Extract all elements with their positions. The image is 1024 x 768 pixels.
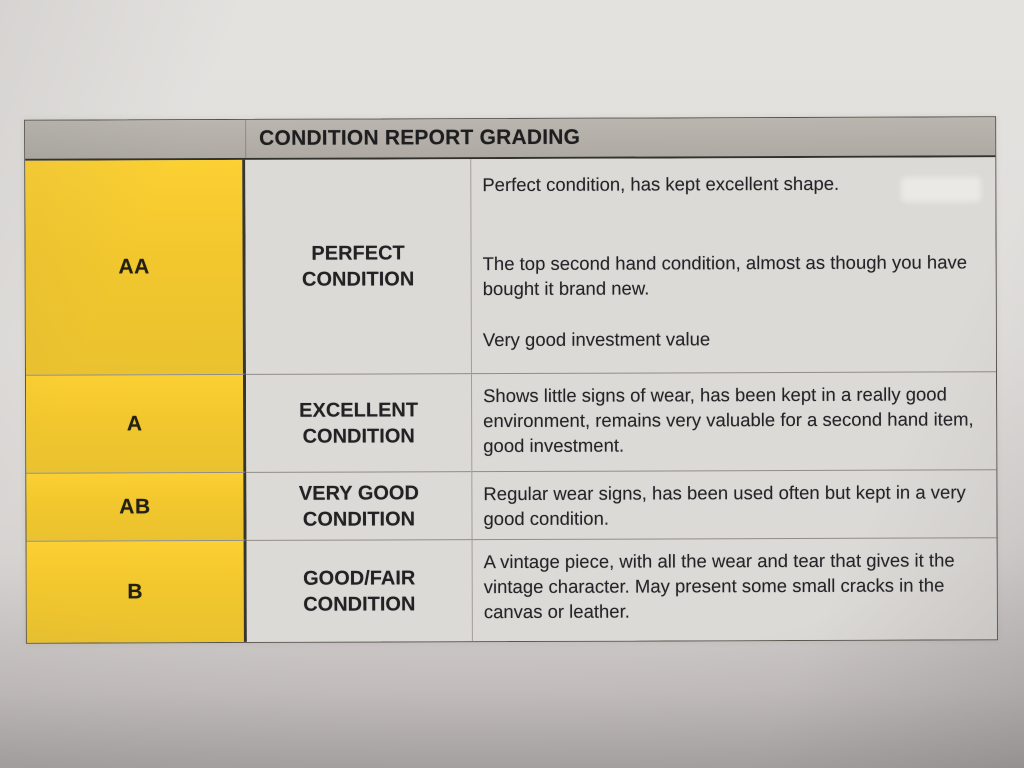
condition-report-table: CONDITION REPORT GRADING AA PERFECT COND… <box>24 116 998 644</box>
description-cell-b: A vintage piece, with all the wear and t… <box>471 537 997 642</box>
table-title: CONDITION REPORT GRADING <box>259 125 581 150</box>
description-cell-ab: Regular wear signs, has been used often … <box>471 469 997 540</box>
condition-label: EXCELLENT CONDITION <box>299 398 419 448</box>
condition-cell-aa: PERFECT CONDITION <box>245 159 471 374</box>
description-paragraph: Very good investment value <box>482 328 711 351</box>
description-paragraph: Regular wear signs, has been used often … <box>483 481 966 530</box>
grade-cell-ab: AB <box>26 471 247 541</box>
grade-cell-b: B <box>26 539 247 643</box>
condition-cell-a: EXCELLENT CONDITION <box>245 373 472 472</box>
condition-label: GOOD/FAIR CONDITION <box>303 566 416 616</box>
description-cell-a: Shows little signs of wear, has been kep… <box>470 371 997 472</box>
condition-cell-ab: VERY GOOD CONDITION <box>246 471 472 540</box>
condition-cell-b: GOOD/FAIR CONDITION <box>246 539 472 642</box>
table-header-bar: CONDITION REPORT GRADING <box>25 117 996 161</box>
condition-label: VERY GOOD CONDITION <box>298 481 419 531</box>
paper-smudge <box>901 177 981 202</box>
grade-cell-a: A <box>25 373 247 473</box>
description-paragraph: A vintage piece, with all the wear and t… <box>483 549 955 623</box>
grade-cell-aa: AA <box>25 159 246 375</box>
condition-label: PERFECT CONDITION <box>302 242 415 291</box>
description-paragraph: The top second hand condition, almost as… <box>482 251 968 300</box>
description-paragraph: Shows little signs of wear, has been kep… <box>483 383 974 457</box>
